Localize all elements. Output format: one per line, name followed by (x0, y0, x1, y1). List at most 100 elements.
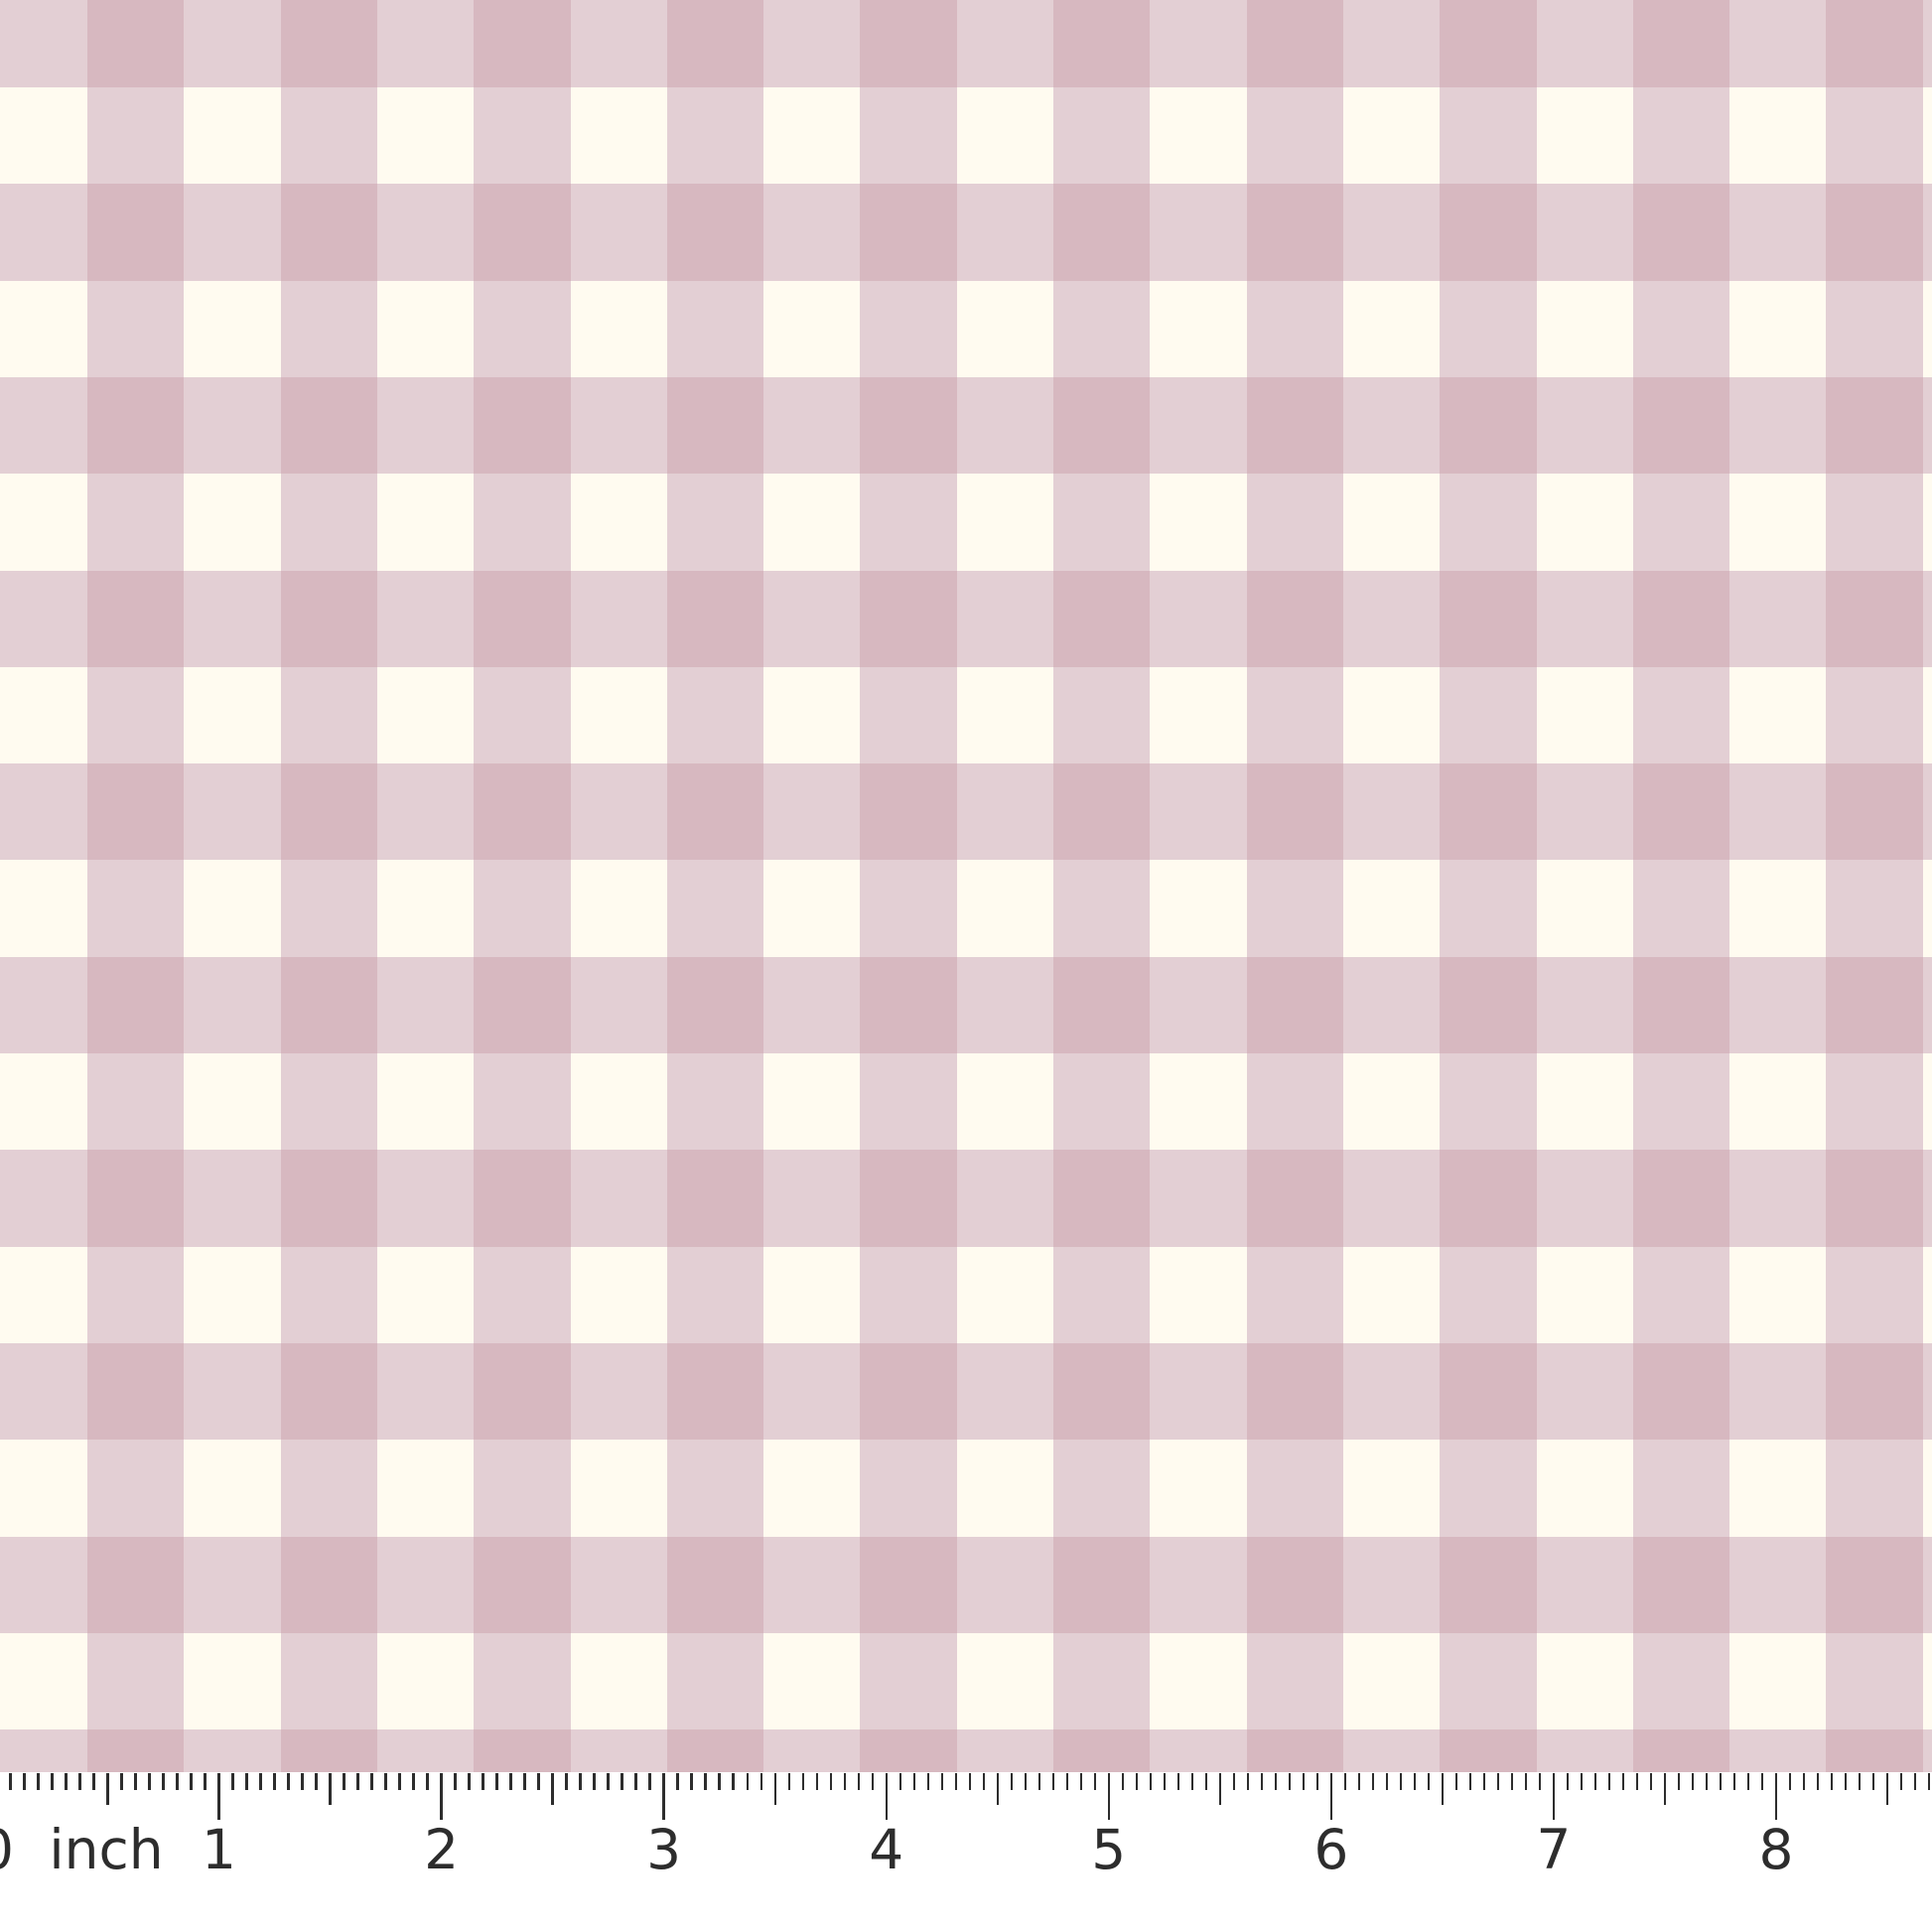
gingham-square (376, 1246, 475, 1344)
gingham-square (860, 0, 958, 88)
gingham-square (376, 0, 475, 88)
gingham-square (474, 860, 572, 958)
gingham-square (376, 956, 475, 1054)
gingham-square (860, 763, 958, 862)
gingham-square (1922, 763, 1932, 862)
ruler-tick-sixteenth (1635, 1773, 1639, 1790)
ruler-tick-sixteenth (9, 1773, 12, 1790)
ruler-tick-sixteenth (1746, 1773, 1750, 1790)
gingham-square (1150, 1053, 1248, 1152)
ruler-tick-sixteenth (204, 1773, 207, 1790)
gingham-square (1632, 666, 1730, 764)
gingham-square (474, 1342, 572, 1441)
gingham-square (1826, 1053, 1924, 1152)
gingham-square (1342, 956, 1441, 1054)
gingham-square (1150, 184, 1248, 282)
gingham-square (956, 280, 1054, 378)
ruler-tick-sixteenth (523, 1773, 526, 1790)
ruler-tick-sixteenth (1830, 1773, 1834, 1790)
gingham-square (570, 376, 668, 475)
gingham-square (1536, 1440, 1634, 1538)
gingham-square (474, 570, 572, 668)
ruler-tick-sixteenth (509, 1773, 512, 1790)
ruler-tick-sixteenth (1010, 1773, 1013, 1790)
ruler-inch-number: 3 (646, 1818, 682, 1881)
gingham-square (860, 280, 958, 378)
ruler-tick-sixteenth (1399, 1773, 1403, 1790)
ruler-tick-sixteenth (1482, 1773, 1486, 1790)
gingham-square (280, 1632, 378, 1730)
gingham-square (1922, 570, 1932, 668)
ruler-tick-sixteenth (1302, 1773, 1306, 1790)
ruler-tick-sixteenth (1677, 1773, 1681, 1790)
ruler-tick-sixteenth (759, 1773, 762, 1790)
gingham-square (184, 763, 282, 862)
gingham-square (1053, 1342, 1152, 1441)
ruler-tick-sixteenth (871, 1773, 874, 1790)
gingham-square (956, 1632, 1054, 1730)
ruler-tick-sixteenth (273, 1773, 276, 1790)
gingham-square (860, 956, 958, 1054)
gingham-square (956, 474, 1054, 572)
gingham-square (280, 763, 378, 862)
gingham-square (1536, 474, 1634, 572)
gingham-square (1342, 280, 1441, 378)
gingham-square (1536, 570, 1634, 668)
ruler-tick-sixteenth (1121, 1773, 1124, 1790)
gingham-square (763, 0, 862, 88)
gingham-square (666, 1440, 764, 1538)
gingham-square (1536, 666, 1634, 764)
ruler-tick-sixteenth (1357, 1773, 1361, 1790)
gingham-square (1536, 184, 1634, 282)
gingham-square (0, 570, 88, 668)
gingham-square (1729, 1536, 1828, 1634)
gingham-square (1826, 666, 1924, 764)
gingham-square (666, 376, 764, 475)
gingham-square (1440, 1536, 1538, 1634)
gingham-square (1150, 860, 1248, 958)
gingham-square (376, 1342, 475, 1441)
gingham-square (0, 376, 88, 475)
gingham-square (376, 1440, 475, 1538)
ruler-tick-sixteenth (746, 1773, 749, 1790)
ruler-tick-sixteenth (51, 1773, 54, 1790)
gingham-square (280, 1729, 378, 1772)
ruler-tick-sixteenth (1607, 1773, 1611, 1790)
ruler-tick-sixteenth (426, 1773, 429, 1790)
gingham-square (956, 0, 1054, 88)
gingham-square (1150, 280, 1248, 378)
ruler-tick-sixteenth (1705, 1773, 1709, 1790)
gingham-square (956, 1536, 1054, 1634)
gingham-square (1342, 570, 1441, 668)
gingham-square (1342, 1053, 1441, 1152)
ruler-tick-inch (217, 1773, 220, 1820)
gingham-square (860, 1440, 958, 1538)
ruler-inch-number: 7 (1536, 1818, 1572, 1881)
gingham-square (666, 1342, 764, 1441)
ruler-tick-sixteenth (1816, 1773, 1820, 1790)
gingham-square (1536, 1342, 1634, 1441)
gingham-square (184, 474, 282, 572)
gingham-square (376, 184, 475, 282)
gingham-square (184, 184, 282, 282)
gingham-square (570, 570, 668, 668)
ruler-tick-sixteenth (356, 1773, 359, 1790)
gingham-square (0, 1246, 88, 1344)
gingham-square (1246, 1440, 1344, 1538)
ruler-tick-sixteenth (1454, 1773, 1458, 1790)
ruler-tick-inch (1552, 1773, 1556, 1820)
gingham-square (87, 1440, 186, 1538)
gingham-square (763, 1246, 862, 1344)
gingham-square (184, 280, 282, 378)
gingham-square (1729, 87, 1828, 186)
gingham-square (1632, 1729, 1730, 1772)
ruler-tick-sixteenth (315, 1773, 318, 1790)
gingham-square (87, 1246, 186, 1344)
gingham-square (1150, 0, 1248, 88)
gingham-square (1536, 87, 1634, 186)
gingham-square (956, 1342, 1054, 1441)
gingham-square (1246, 184, 1344, 282)
gingham-square (860, 860, 958, 958)
gingham-square (184, 1246, 282, 1344)
gingham-square (1729, 1729, 1828, 1772)
